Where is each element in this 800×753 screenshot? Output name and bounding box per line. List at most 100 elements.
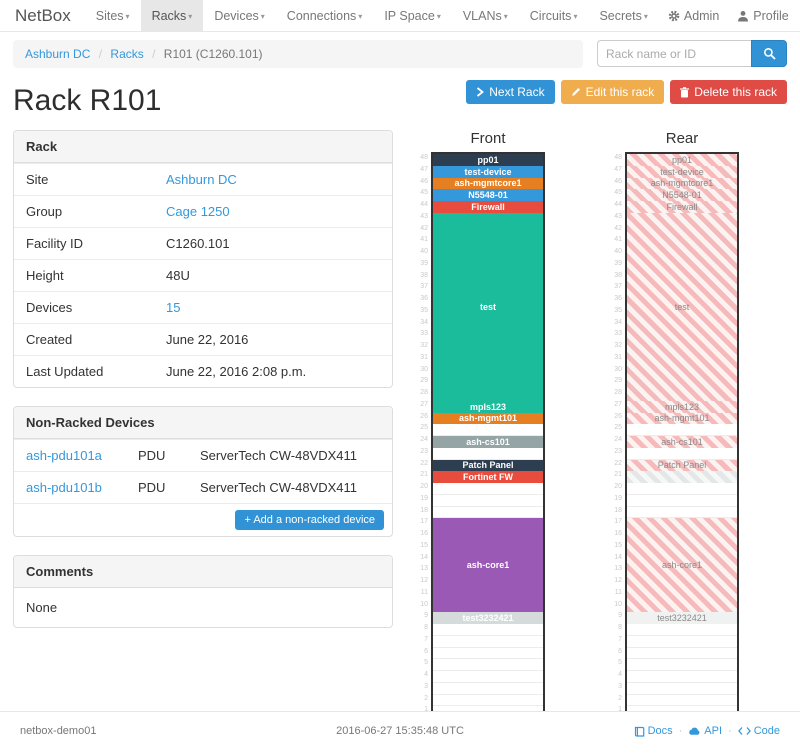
nav-connections[interactable]: Connections ▾ (286, 9, 363, 23)
unit-number: 39 (420, 259, 428, 267)
breadcrumb-site-link[interactable]: Ashburn DC (25, 47, 91, 61)
unit-number: 6 (424, 647, 428, 655)
nav-devices[interactable]: Devices ▾ (214, 9, 265, 23)
rack-device-front[interactable]: Firewall (433, 201, 543, 213)
unit-number: 37 (614, 283, 622, 291)
rack-unit-empty (433, 448, 543, 460)
unit-number: 21 (614, 471, 622, 479)
rack-device-front[interactable]: ash-mgmt101 (433, 412, 543, 425)
api-link[interactable]: API (688, 725, 722, 737)
rack-device-rear[interactable]: ash-core1 (627, 518, 737, 613)
rack-device-rear[interactable]: N5548-01 (627, 189, 737, 201)
page-title: Rack R101 (13, 84, 162, 117)
unit-number: 11 (614, 588, 622, 596)
rack-unit-empty (627, 624, 737, 636)
add-non-racked-device-button[interactable]: + Add a non-racked device (235, 510, 384, 530)
unit-number: 5 (618, 659, 622, 667)
rack-device-front[interactable]: test3232421 (433, 612, 543, 624)
navbar: NetBox Sites ▾ Racks ▾ Devices ▾ Connection… (0, 0, 800, 32)
rack-unit-empty (433, 648, 543, 660)
chevron-down-icon: ▾ (643, 12, 648, 21)
delete-rack-button[interactable]: Delete this rack (670, 80, 787, 104)
brand-logo[interactable]: NetBox (15, 6, 71, 25)
rack-device-front[interactable]: test (433, 212, 543, 401)
rack-device-rear[interactable]: test3232421 (627, 612, 737, 624)
unit-number: 42 (420, 224, 428, 232)
unit-number: 25 (614, 424, 622, 432)
rack-device-rear[interactable]: mpls123 (627, 400, 737, 413)
nav-circuits[interactable]: Circuits ▾ (529, 9, 578, 23)
unit-number: 9 (618, 612, 622, 620)
breadcrumb-divider: / (98, 47, 103, 61)
rack-device-rear[interactable]: ash-cs101 (627, 436, 737, 448)
nav-vlans[interactable]: VLANs ▾ (462, 9, 508, 23)
unit-number: 11 (420, 588, 428, 596)
search-input[interactable] (597, 40, 751, 67)
nav-secrets[interactable]: Secrets ▾ (599, 9, 648, 23)
unit-number: 47 (614, 165, 622, 173)
nav-profile[interactable]: Profile (728, 0, 797, 32)
chevron-down-icon: ▾ (436, 12, 441, 21)
rack-device-front[interactable]: Patch Panel (433, 459, 543, 472)
nav-ip-space[interactable]: IP Space ▾ (384, 9, 441, 23)
breadcrumb-divider: / (152, 47, 156, 61)
unit-number: 32 (614, 342, 622, 349)
rack-unit-empty (433, 695, 543, 707)
rack-device-rear[interactable]: test-device (627, 165, 737, 178)
unit-number: 18 (420, 506, 428, 514)
search-button[interactable] (751, 40, 787, 67)
rack-device-front[interactable]: Fortinet FW (433, 471, 543, 483)
code-link[interactable]: Code (737, 725, 780, 737)
rack-unit-empty (433, 671, 543, 683)
nav-sites[interactable]: Sites ▾ (95, 9, 130, 23)
rack-device-rear[interactable]: ash-mgmt101 (627, 412, 737, 425)
unit-number: 16 (614, 530, 622, 537)
rack-unit-empty (627, 448, 737, 460)
unit-number: 4 (424, 671, 428, 678)
rack-unit-empty (627, 483, 737, 495)
rack-unit-empty (433, 495, 543, 507)
rack-device-rear[interactable]: Patch Panel (627, 459, 737, 472)
docs-link[interactable]: Docs (634, 725, 673, 737)
unit-number: 1 (424, 706, 428, 714)
unit-number: 31 (614, 353, 622, 361)
unit-number: 31 (420, 353, 428, 361)
rack-device-front[interactable]: ash-core1 (433, 518, 543, 613)
nav-admin[interactable]: Admin (659, 0, 728, 32)
rack-device-front[interactable]: N5548-01 (433, 189, 543, 201)
book-icon (634, 726, 645, 737)
cloud-icon (688, 726, 701, 736)
footer-timestamp: 2016-06-27 15:35:48 UTC (336, 725, 464, 737)
breadcrumb-racks-link[interactable]: Racks (110, 47, 144, 61)
group-link[interactable]: Cage 1250 (166, 204, 230, 219)
site-link[interactable]: Ashburn DC (166, 172, 237, 187)
rack-device-front[interactable]: mpls123 (433, 400, 543, 413)
nav-racks[interactable]: Racks ▾ (140, 0, 204, 31)
unit-number: 13 (420, 565, 428, 573)
unit-number: 44 (614, 201, 622, 208)
next-rack-button[interactable]: Next Rack (466, 80, 555, 104)
rack-device-front[interactable]: ash-mgmtcore1 (433, 177, 543, 190)
unit-number: 5 (424, 659, 428, 667)
non-racked-title: Non-Racked Devices (14, 407, 392, 439)
rack-device-rear[interactable]: ash-mgmtcore1 (627, 177, 737, 190)
devices-count-link[interactable]: 15 (166, 300, 181, 315)
unit-number: 17 (614, 518, 622, 526)
unit-number: 32 (420, 342, 428, 349)
device-link[interactable]: ash-pdu101a (26, 448, 102, 463)
unit-number: 21 (420, 471, 428, 479)
comments-title: Comments (14, 556, 392, 588)
unit-number: 37 (420, 283, 428, 291)
rack-device-rear[interactable]: pp01 (627, 154, 737, 166)
device-link[interactable]: ash-pdu101b (26, 480, 102, 495)
rack-device-front[interactable]: test-device (433, 165, 543, 178)
rack-device-front[interactable]: pp01 (433, 154, 543, 166)
rack-device-front[interactable]: ash-cs101 (433, 436, 543, 448)
unit-number: 19 (614, 494, 622, 502)
search-icon (763, 47, 776, 60)
unit-number: 10 (420, 600, 428, 608)
rack-device-rear[interactable]: test (627, 212, 737, 401)
edit-rack-button[interactable]: Edit this rack (560, 80, 665, 104)
rack-device-rear[interactable] (627, 471, 737, 483)
rack-device-rear[interactable]: Firewall (627, 201, 737, 213)
